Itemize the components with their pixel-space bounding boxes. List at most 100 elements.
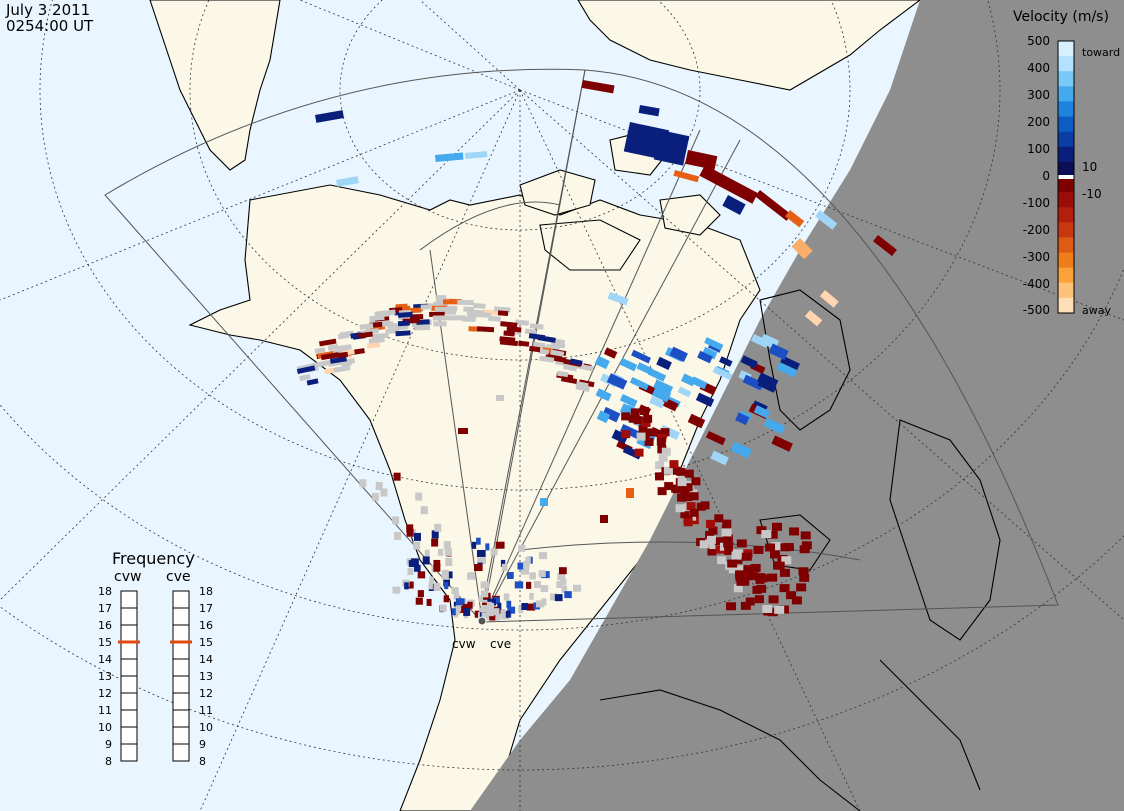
scatter-cell [669, 460, 679, 469]
scatter-cell [663, 466, 673, 475]
scatter-cell [755, 573, 766, 582]
scatter-cell [408, 581, 414, 589]
scatter-cell [529, 345, 541, 353]
scatter-cell [467, 312, 478, 318]
scatter-cell [799, 573, 810, 582]
cve-frequency-tick: 9 [199, 738, 206, 751]
velocity-scale-label: 100 [1027, 142, 1050, 156]
scatter-cell [564, 591, 572, 599]
scatter-cell [756, 584, 767, 593]
scatter-cell [431, 530, 439, 539]
scatter-cell [524, 328, 537, 335]
frequency-cell [120, 641, 138, 660]
scatter-cell [781, 556, 792, 565]
frequency-cell [172, 692, 190, 711]
frequency-label-cvw: cvw [114, 569, 141, 585]
velocity-scale-label: -300 [1023, 250, 1050, 264]
scatter-cell [461, 316, 476, 323]
frequency-cell [172, 658, 190, 677]
scatter-cell [765, 543, 776, 552]
cve-frequency-tick: 17 [199, 602, 213, 615]
arctic-island-1 [519, 169, 596, 216]
scatter-cell [723, 539, 733, 548]
frequency-cell [120, 607, 138, 626]
scatter-cell [638, 424, 648, 433]
velocity-color-swatch [1058, 297, 1074, 314]
scatter-cell [538, 570, 546, 578]
scatter-cell [533, 581, 541, 589]
frequency-cell [172, 624, 190, 643]
arctic-island-3 [539, 219, 641, 271]
scatter-cell [630, 408, 640, 417]
scatter-cell [653, 379, 674, 396]
scatter-cell [444, 547, 452, 556]
radar-site-label-cvw: cvw [452, 637, 476, 651]
velocity-color-swatch [1058, 86, 1074, 102]
scatter-cell [767, 530, 778, 539]
scatter-cell [757, 372, 779, 390]
scatter-cell [685, 149, 718, 170]
siberia-land [149, 0, 281, 171]
scatter-cell [753, 405, 771, 419]
scatter-cell [397, 320, 410, 327]
scatter-cell [710, 450, 729, 466]
scatter-cell [491, 613, 501, 621]
scatter-cell [657, 487, 667, 496]
scatter-cell [501, 563, 508, 571]
scatter-cell [417, 571, 426, 579]
scatter-cell [724, 546, 734, 555]
scatter-cell [763, 417, 786, 434]
scatter-cell [736, 539, 747, 548]
scatter-cell [525, 557, 531, 565]
scatter-cell [677, 493, 687, 502]
scatter-cell [535, 600, 545, 608]
scatter-cell [518, 544, 526, 552]
velocity-zero-band [1058, 175, 1074, 179]
scatter-cell [480, 581, 490, 589]
scatter-cell [607, 291, 629, 306]
scatter-cell [515, 319, 530, 326]
scatter-cell [374, 311, 391, 318]
cvw-fov [104, 68, 586, 621]
scatter-cell [314, 347, 326, 354]
velocity-scale-label: 200 [1027, 115, 1050, 129]
scatter-cell [503, 593, 510, 601]
frequency-title: Frequency [112, 549, 195, 568]
velocity-color-swatch [1058, 56, 1074, 72]
frequency-cell [172, 675, 190, 694]
scatter-cell [517, 562, 524, 570]
scatter-cell [743, 565, 754, 574]
scatter-cell [394, 531, 402, 540]
scatter-cell [455, 598, 465, 606]
frequency-cell [120, 658, 138, 677]
scatter-cell [339, 330, 355, 338]
scatter-cell [318, 338, 337, 347]
scatter-cell [387, 322, 399, 329]
velocity-scale-title: Velocity (m/s) [1013, 9, 1109, 25]
scatter-cell [619, 423, 642, 440]
scatter-cell [873, 234, 897, 257]
scatter-cell [480, 590, 489, 598]
scatter-cell [463, 306, 475, 313]
scatter-cell [481, 604, 490, 612]
scatter-cell [306, 378, 319, 386]
frequency-panel: Frequency cvw cve 18 18 17 17 16 16 15 15 14 14 13… [98, 549, 213, 768]
scatter-cell [557, 573, 566, 581]
scatter-cell [732, 549, 743, 558]
radar-sites: cvw cve [452, 616, 511, 651]
scatter-cell [433, 559, 441, 567]
scatter-cell [675, 504, 685, 513]
scatter-cell [447, 315, 466, 321]
frequency-columns [118, 590, 192, 762]
scatter-cell [762, 604, 773, 613]
scatter-cell [735, 570, 746, 579]
scatter-cell [677, 386, 692, 398]
scatter-cell [446, 571, 453, 579]
scatter-cell [406, 528, 414, 537]
scatter-cell [722, 534, 733, 543]
scatter-cell [422, 556, 430, 565]
scatter-cell [575, 380, 589, 389]
cve-frequency-tick: 16 [199, 619, 213, 632]
scatter-cell [539, 355, 555, 363]
